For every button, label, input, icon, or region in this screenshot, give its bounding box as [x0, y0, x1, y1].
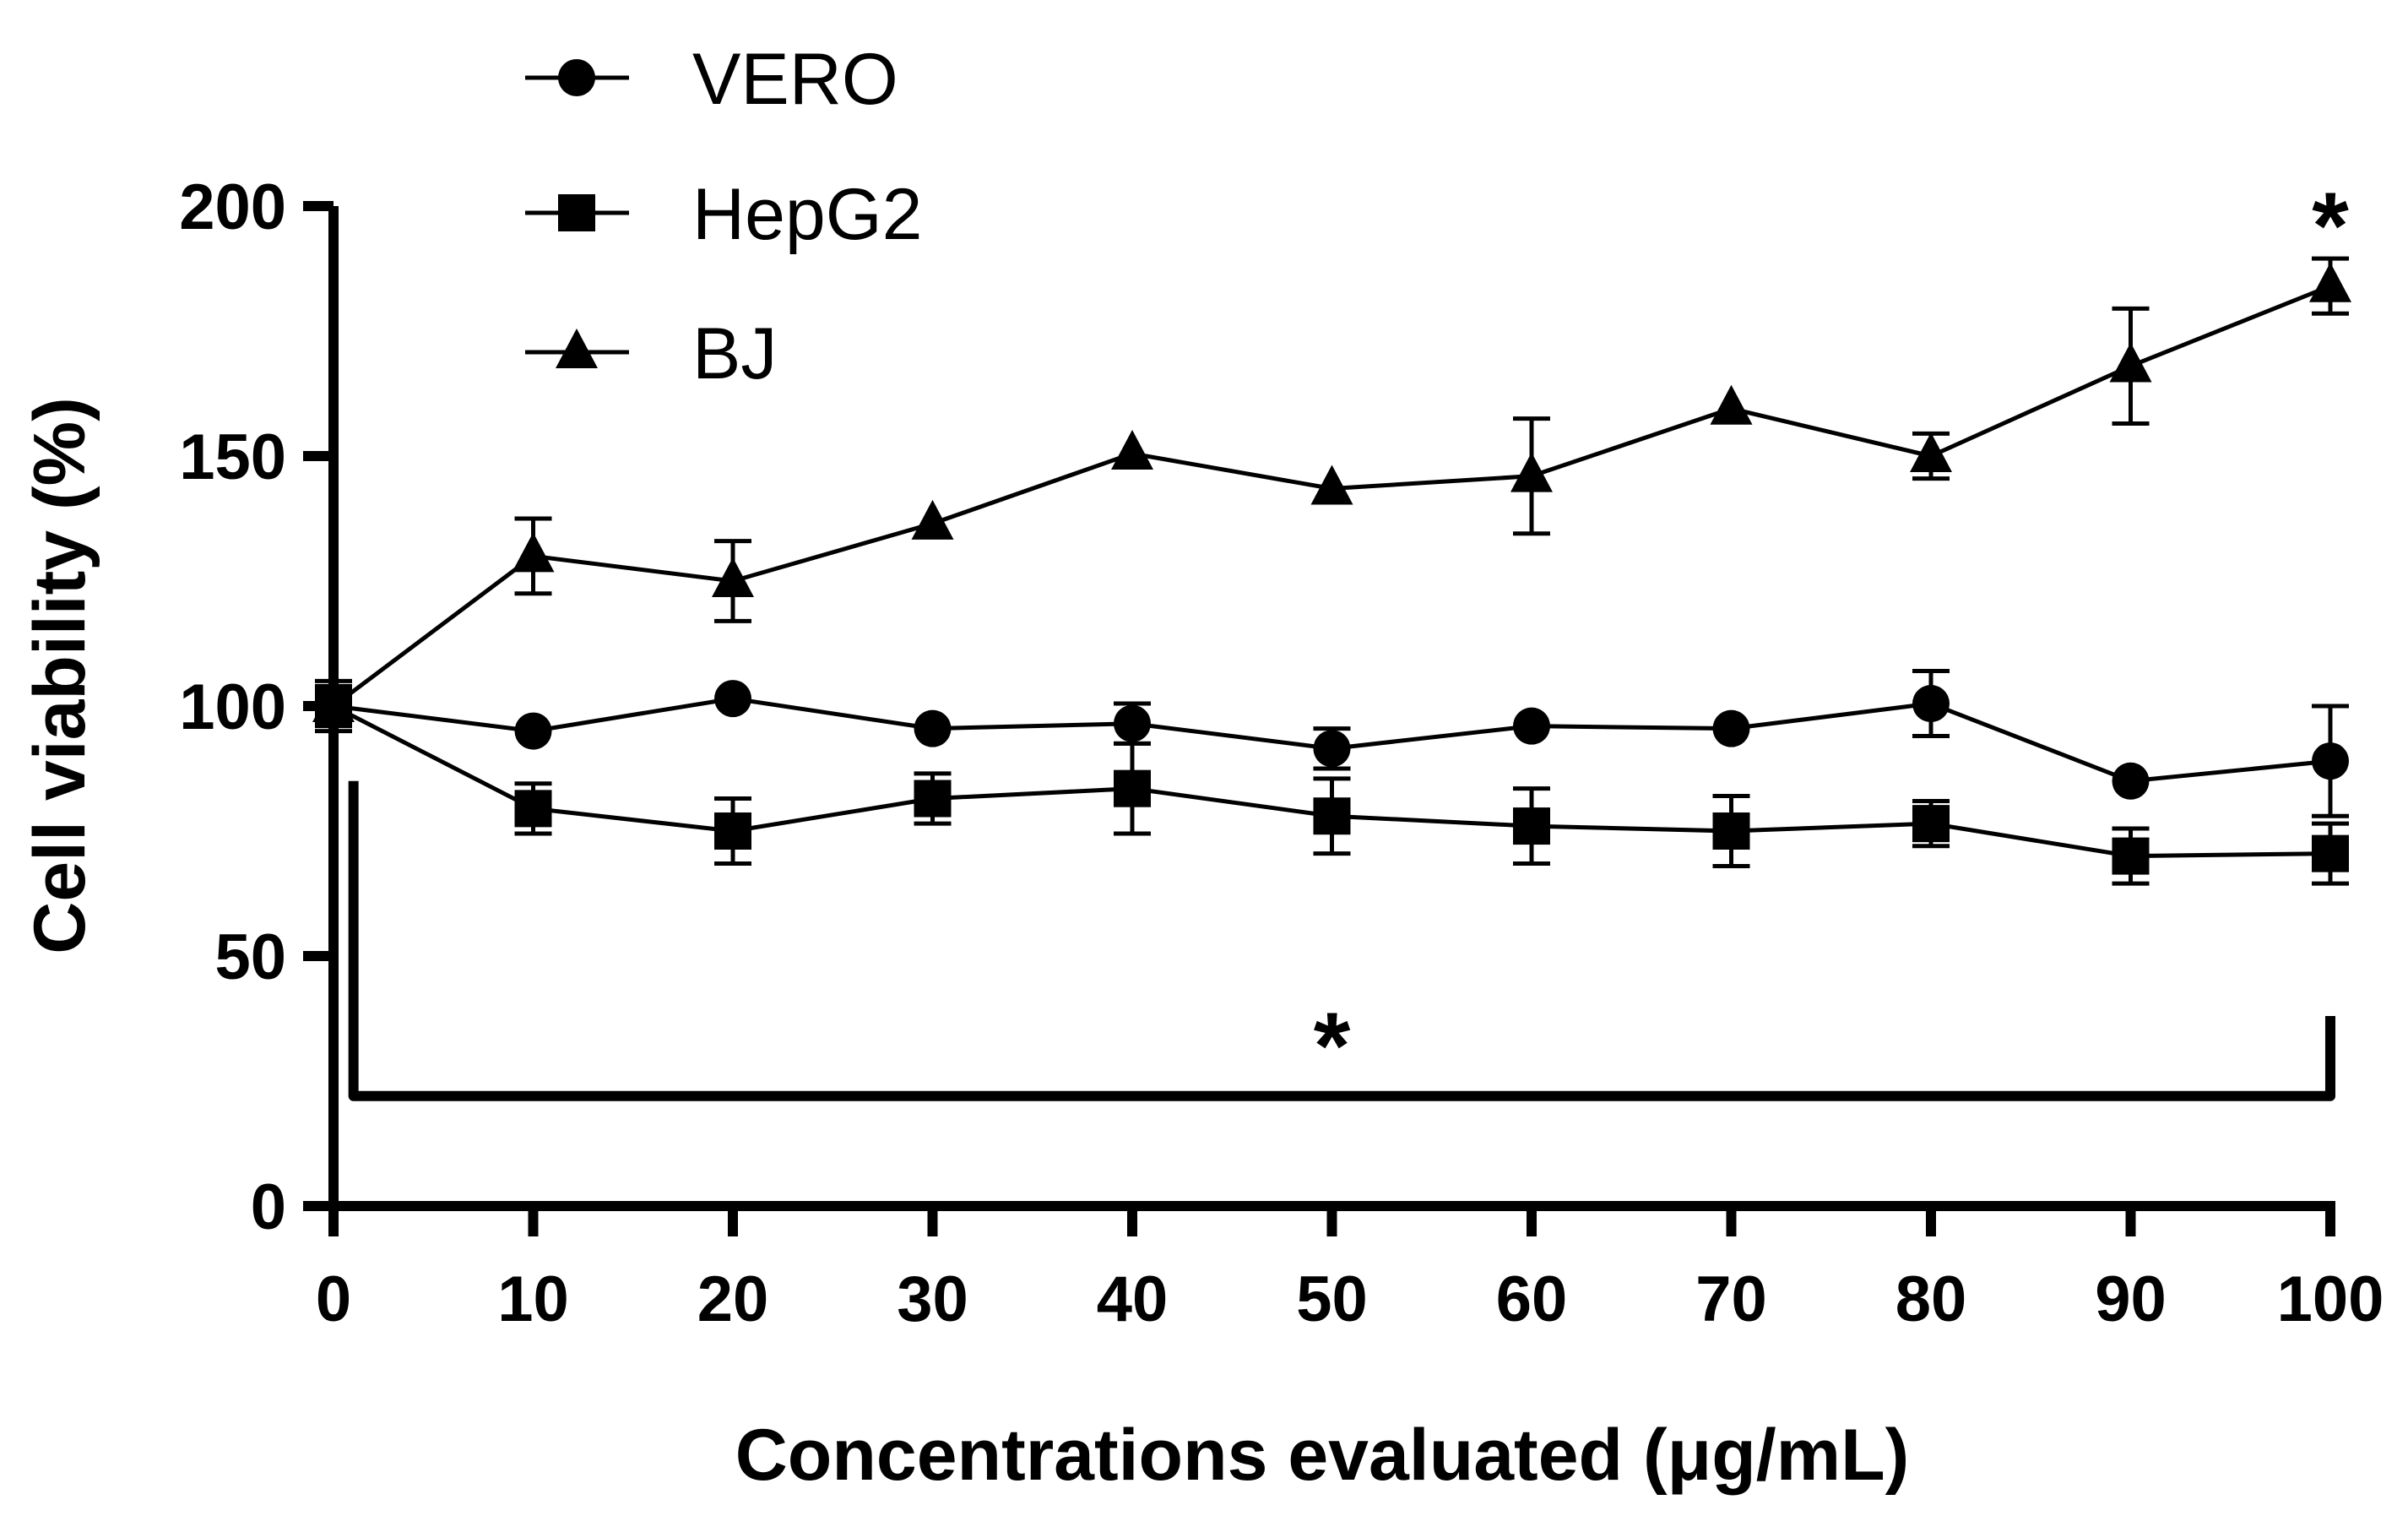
- legend-marker-hepg2: [558, 194, 595, 231]
- series-vero: [315, 669, 2349, 818]
- legend-label-hepg2: HepG2: [692, 174, 923, 255]
- data-point-vero: [1912, 685, 1950, 723]
- data-point-hepg2: [1712, 812, 1750, 850]
- data-point-bj: [911, 499, 954, 540]
- data-point-vero: [1313, 730, 1351, 768]
- y-tick-label: 200: [179, 171, 286, 243]
- data-point-vero: [1712, 709, 1750, 747]
- y-axis-title: Cell viability (%): [19, 397, 100, 954]
- x-tick-label: 0: [316, 1263, 351, 1335]
- data-point-vero: [2112, 762, 2150, 800]
- data-point-bj: [1310, 465, 1353, 505]
- data-point-hepg2: [1912, 805, 1950, 843]
- x-tick-label: 90: [2095, 1263, 2167, 1335]
- data-point-bj: [1510, 452, 1553, 492]
- x-tick-label: 70: [1695, 1263, 1767, 1335]
- data-point-bj: [512, 532, 555, 573]
- data-point-vero: [2312, 742, 2349, 780]
- x-tick-label: 80: [1895, 1263, 1967, 1335]
- x-axis-title: Concentrations evaluated (μg/mL): [735, 1415, 1910, 1496]
- data-point-hepg2: [514, 790, 552, 828]
- x-tick-label: 50: [1296, 1263, 1368, 1335]
- x-tick-label: 60: [1496, 1263, 1568, 1335]
- data-point-vero: [1513, 707, 1550, 745]
- x-tick-label: 30: [897, 1263, 968, 1335]
- x-tick-label: 20: [697, 1263, 769, 1335]
- data-point-vero: [1114, 704, 1151, 742]
- significance-star: *: [2312, 173, 2349, 279]
- legend-marker-vero: [558, 59, 595, 96]
- data-point-hepg2: [2312, 834, 2349, 872]
- plot-area: 0 50 100 150 200 0 10 20 30 40 50 60 70 80 90 100 * * VERO…: [179, 39, 2384, 1335]
- x-tick-label: 100: [2277, 1263, 2384, 1335]
- data-point-bj: [312, 682, 355, 722]
- data-point-hepg2: [2112, 837, 2150, 875]
- y-tick-label: 150: [179, 421, 286, 493]
- data-point-vero: [514, 712, 552, 750]
- data-point-vero: [714, 680, 751, 718]
- x-tick-label: 40: [1097, 1263, 1169, 1335]
- data-point-hepg2: [1114, 769, 1151, 807]
- data-point-bj: [712, 557, 754, 597]
- data-point-hepg2: [714, 812, 751, 850]
- legend-marker-bj: [556, 329, 598, 368]
- legend: VERO HepG2 BJ: [525, 39, 923, 394]
- legend-label-vero: VERO: [692, 39, 898, 120]
- data-point-bj: [2109, 342, 2152, 383]
- legend-label-bj: BJ: [692, 313, 777, 394]
- data-point-bj: [1910, 432, 1952, 472]
- data-point-hepg2: [1313, 797, 1351, 835]
- data-point-hepg2: [914, 780, 952, 818]
- series-bj: [312, 256, 2351, 722]
- significance-star: *: [1314, 993, 1351, 1099]
- data-point-bj: [1710, 384, 1753, 425]
- data-point-bj: [1111, 430, 1153, 470]
- significance-bracket: [348, 780, 2335, 1101]
- x-tick-label: 10: [497, 1263, 569, 1335]
- series-hepg2: [315, 678, 2349, 886]
- data-point-vero: [914, 709, 952, 747]
- y-tick-label: 0: [251, 1171, 286, 1243]
- y-tick-label: 100: [179, 671, 286, 743]
- y-tick-label: 50: [214, 921, 286, 993]
- data-point-bj: [2309, 262, 2351, 302]
- data-point-hepg2: [1513, 807, 1550, 845]
